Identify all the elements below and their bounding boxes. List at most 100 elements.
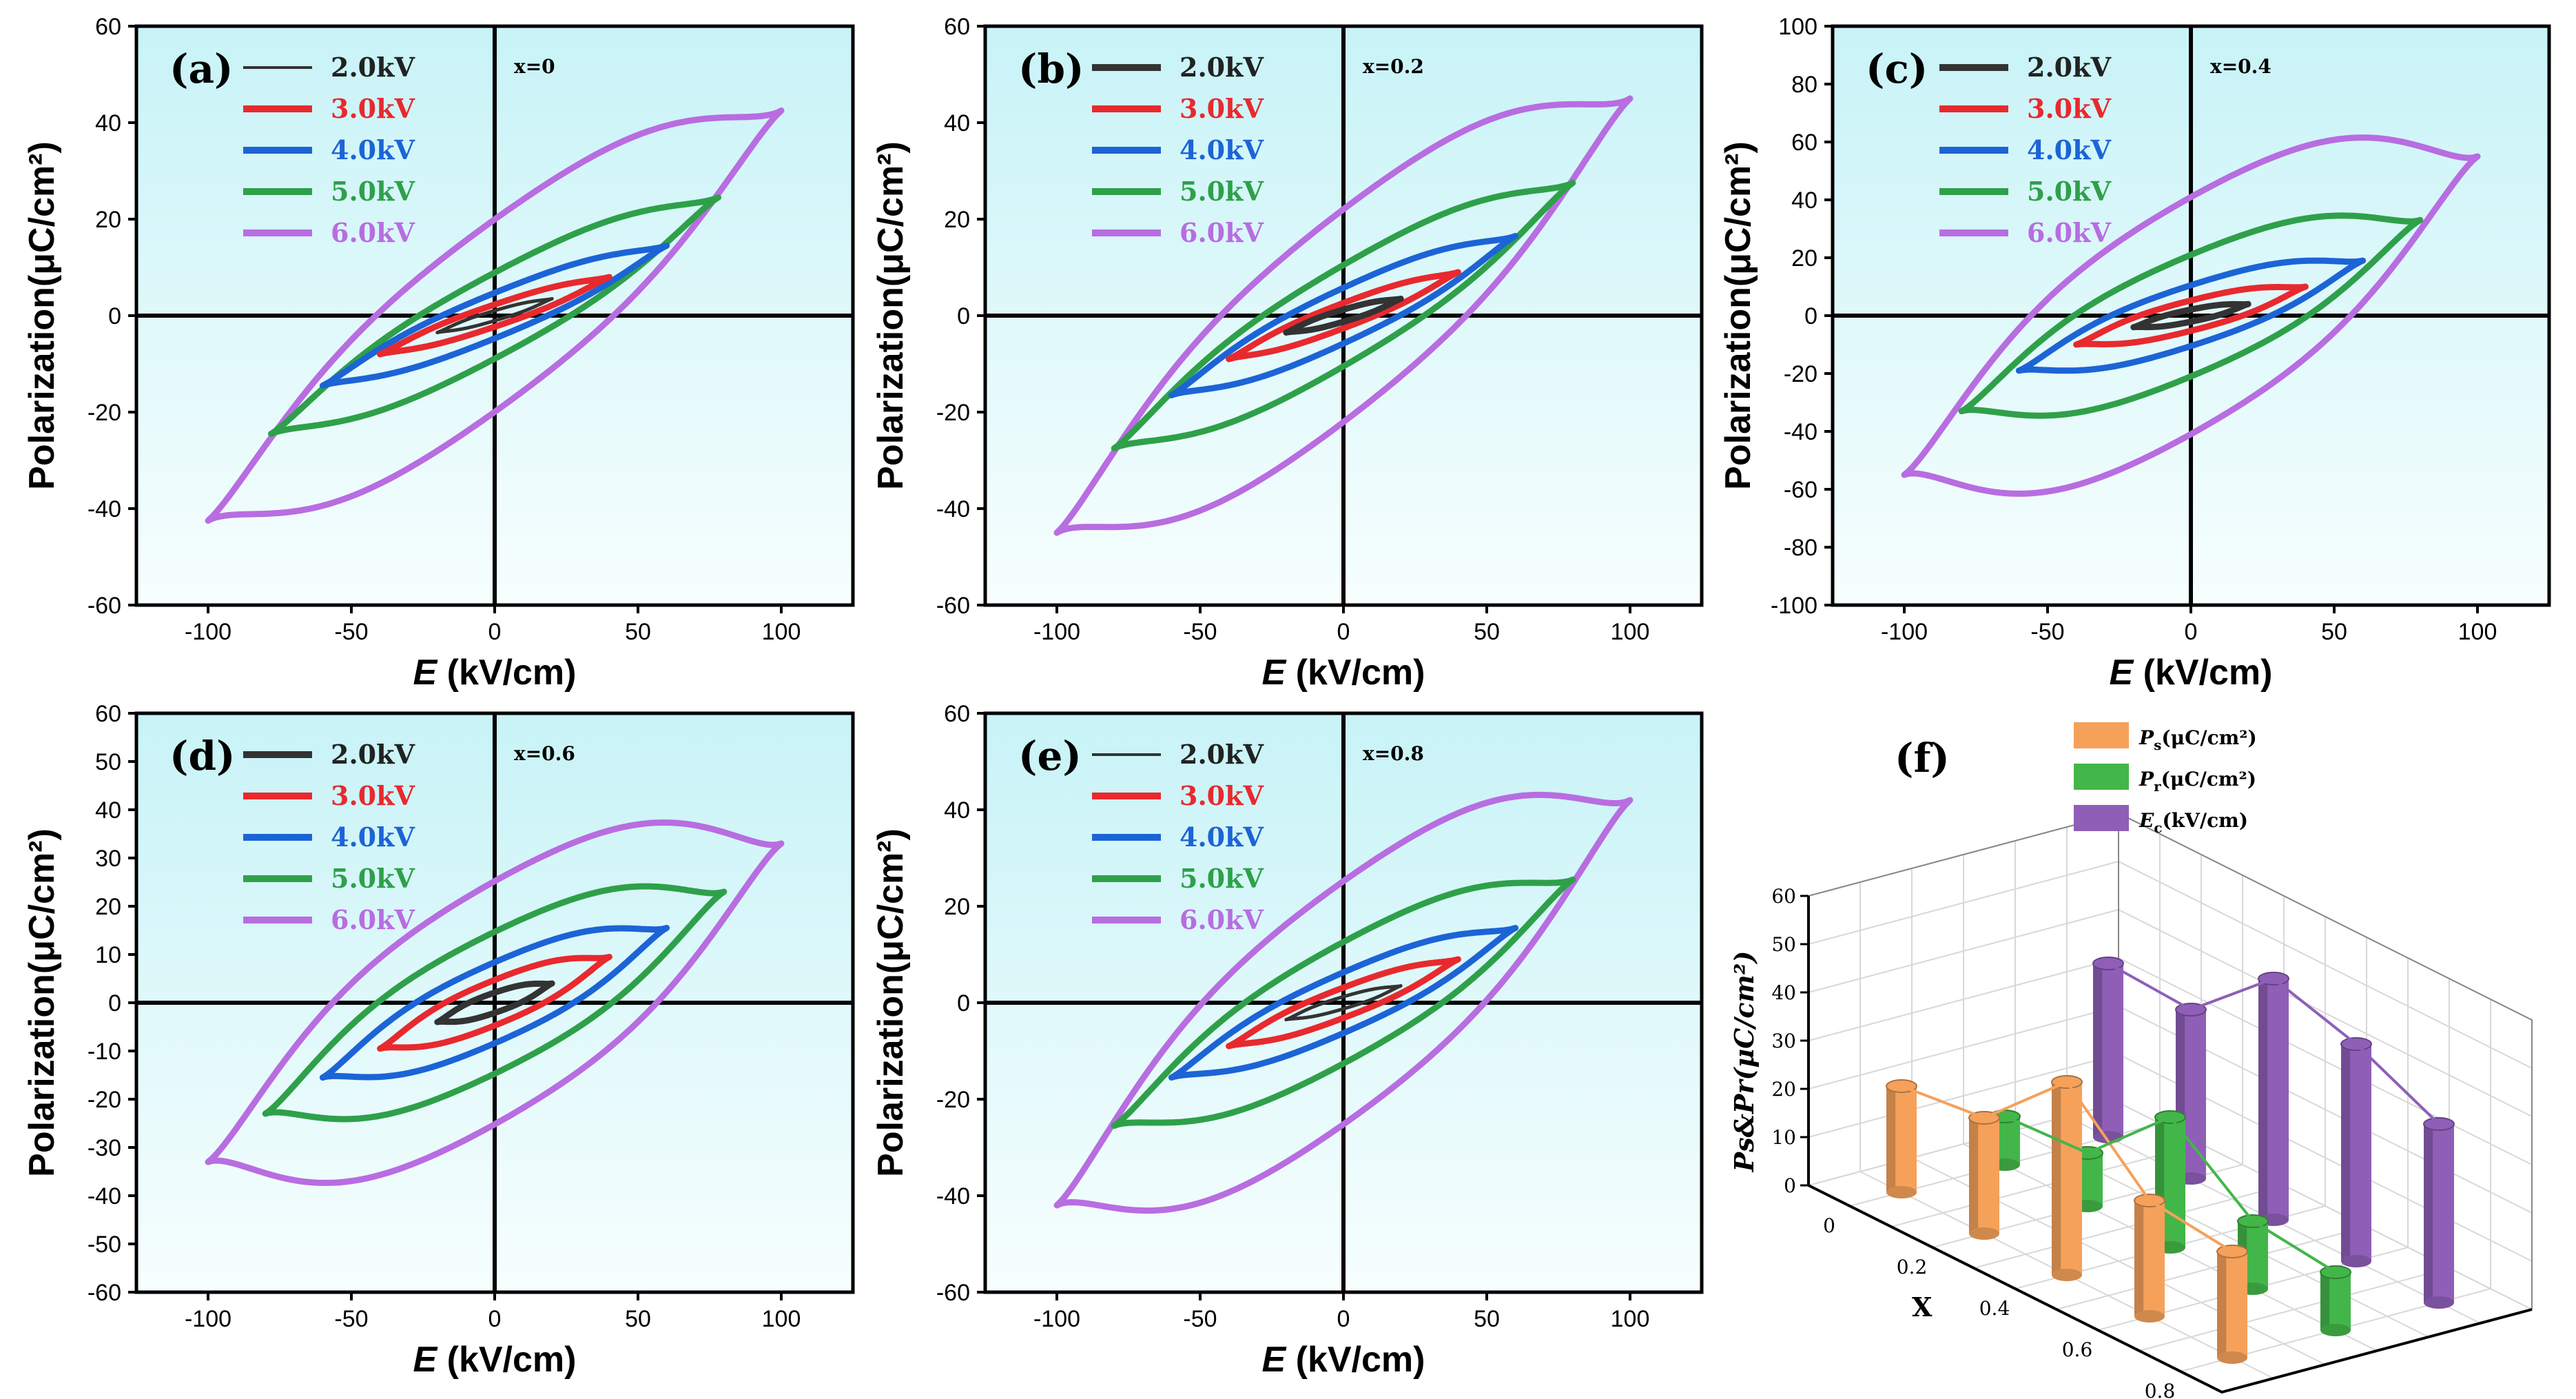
y-axis-label: Polarization(μC/cm²): [22, 141, 62, 490]
loop-4.0kV: [2015, 257, 2367, 374]
x-axis-unit: (kV/cm): [2133, 653, 2272, 693]
bar-bottom: [2424, 1296, 2454, 1309]
x-tick-label: 0: [1337, 1306, 1350, 1332]
trend-line-r: [2004, 1115, 2337, 1274]
x-axis-label: E (kV/cm): [413, 1340, 577, 1380]
y-tick-label: 0: [1804, 303, 1817, 329]
legend-subscript: r: [2154, 778, 2161, 795]
legend-swatch: [2074, 722, 2129, 748]
x-tick-label: -100: [185, 619, 231, 645]
y-tick-label: -40: [87, 1183, 121, 1209]
bar-bottom: [2341, 1255, 2371, 1267]
x-tick-label: 0.8: [2145, 1380, 2176, 1399]
bar-s-0: [1886, 1079, 1917, 1198]
loop-2.0kV: [2130, 300, 2252, 331]
bar-c-2: [2258, 972, 2289, 1226]
bar-shade: [2217, 1252, 2227, 1358]
x-tick-label: -50: [1183, 1306, 1217, 1332]
x-axis-symbol: E: [2110, 653, 2134, 693]
y-tick-label: 40: [944, 110, 970, 136]
loop-5.0kV: [1958, 212, 2424, 419]
panel-d-hysteresis-chart: -100 -50 0 50 100-60-50-40-30-20-10010203040…: [22, 701, 855, 1380]
loop-3.0kV: [377, 274, 612, 358]
legend-label: 4.0kV: [331, 821, 415, 852]
y-tick-label: -60: [1784, 477, 1817, 503]
loop-4.0kV: [1168, 233, 1519, 398]
y-tick-label: -50: [87, 1232, 121, 1258]
loop-6.0kV: [1901, 134, 2481, 497]
bar-shade: [2341, 1044, 2351, 1261]
bar-bottom: [2052, 1269, 2082, 1281]
x-axis-label: X: [1912, 1291, 1933, 1323]
legend-label: 5.0kV: [1179, 863, 1264, 894]
panel-label: (b): [1018, 45, 1084, 92]
legend-swatch: [2074, 805, 2129, 831]
legend-symbol: P: [2139, 726, 2154, 749]
y-tick-label: 50: [95, 749, 121, 775]
legend-label: 6.0kV: [331, 904, 415, 935]
legend-label: 5.0kV: [2027, 176, 2112, 207]
legend-swatch: [2074, 764, 2129, 790]
panel-a-hysteresis-chart: -100 -50 0 50 100 -60 -40 -20 0 20 40 60 (a) x=0 2.0kV…: [22, 14, 855, 693]
x-tick-label: 0: [488, 619, 502, 645]
loop-2.0kV: [1284, 984, 1403, 1021]
loop-6.0kV: [1053, 95, 1634, 536]
x-tick-label: -50: [334, 1306, 368, 1332]
legend-label: 6.0kV: [331, 217, 415, 248]
y-tick-label: 0: [957, 990, 970, 1017]
x-tick-label: 0.2: [1897, 1256, 1928, 1278]
y-tick-label: -20: [1784, 361, 1817, 387]
y-tick-label: -60: [87, 593, 121, 619]
bar-c-0: [2092, 957, 2124, 1143]
panel-f-3d-bar-chart: 0 10 20 30 40 50 60 0 0.2 0.4 0.6 0.8 X Ps&Pr(μC/cm²)…: [1729, 722, 2533, 1399]
x-axis-line: [1808, 1184, 2533, 1394]
plot-frame: [134, 711, 855, 1294]
x-tick-label: -100: [1033, 619, 1080, 645]
y-tick-label: 20: [944, 894, 970, 920]
y-tick-label: 0: [108, 990, 121, 1017]
legend-label: 3.0kV: [331, 780, 415, 811]
x-axis-label: E (kV/cm): [413, 653, 577, 693]
panel-label: (c): [1866, 45, 1928, 92]
legend-label: 6.0kV: [1179, 904, 1264, 935]
y-axis-label: Polarization(μC/cm²): [871, 828, 911, 1177]
x-tick-label: 50: [2321, 619, 2347, 645]
bar-shade: [2258, 979, 2268, 1220]
loop-4.0kV: [319, 925, 670, 1081]
y-tick-label: 10: [95, 942, 121, 968]
y-tick-label: -60: [87, 1280, 121, 1306]
bar-bottom: [2134, 1310, 2165, 1323]
x-tick-label: 0: [1337, 619, 1350, 645]
y-tick-label: -40: [1784, 419, 1817, 445]
panel-label: (a): [169, 45, 233, 92]
x-tick-label: 0: [1823, 1214, 1835, 1237]
bar-bottom: [1886, 1186, 1917, 1198]
z-axis-label-left: Ps&Pr(μC/cm²): [1729, 951, 1760, 1173]
x-tick-label: 0: [2185, 619, 2198, 645]
legend-unit: (μC/cm²): [2161, 726, 2256, 749]
loop-3.0kV: [1226, 956, 1461, 1050]
z-tick-label: 60: [1771, 885, 1796, 908]
loop-4.0kV: [1168, 925, 1519, 1081]
panel-b-hysteresis-chart: -100 -50 0 50 100 -60 -40 -20 0 20 40 60 (b) x=0.2 2.0…: [871, 14, 1704, 693]
y-axis-label: Polarization(μC/cm²): [22, 828, 62, 1177]
y-tick-label: 0: [108, 303, 121, 329]
wall-grid-line: [1808, 812, 2533, 1021]
loop-6.0kV: [1053, 791, 1634, 1214]
x-tick-label: 50: [625, 1306, 651, 1332]
x-tick-label: 100: [1611, 1306, 1650, 1332]
bar-shade: [2320, 1272, 2330, 1330]
panel-e-hysteresis-chart: -100 -50 0 50 100 -60 -40 -20 0 20 40 60 (e) x=0.8 2.0…: [871, 701, 1704, 1380]
x-tick-label: 100: [2458, 619, 2497, 645]
legend-label: 3.0kV: [1179, 780, 1264, 811]
bar-shade: [2052, 1082, 2061, 1275]
loop-2.0kV: [1283, 296, 1404, 336]
composition-annotation: x=0.4: [2210, 55, 2271, 78]
x-axis-label: E (kV/cm): [1262, 653, 1425, 693]
y-axis-label: Polarization(μC/cm²): [1718, 141, 1758, 490]
loop-6.0kV: [205, 108, 785, 524]
z-tick-label: 50: [1771, 933, 1796, 956]
bar-shade: [2424, 1124, 2433, 1303]
legend-label: 2.0kV: [1179, 739, 1264, 770]
x-tick-label: 100: [762, 619, 801, 645]
